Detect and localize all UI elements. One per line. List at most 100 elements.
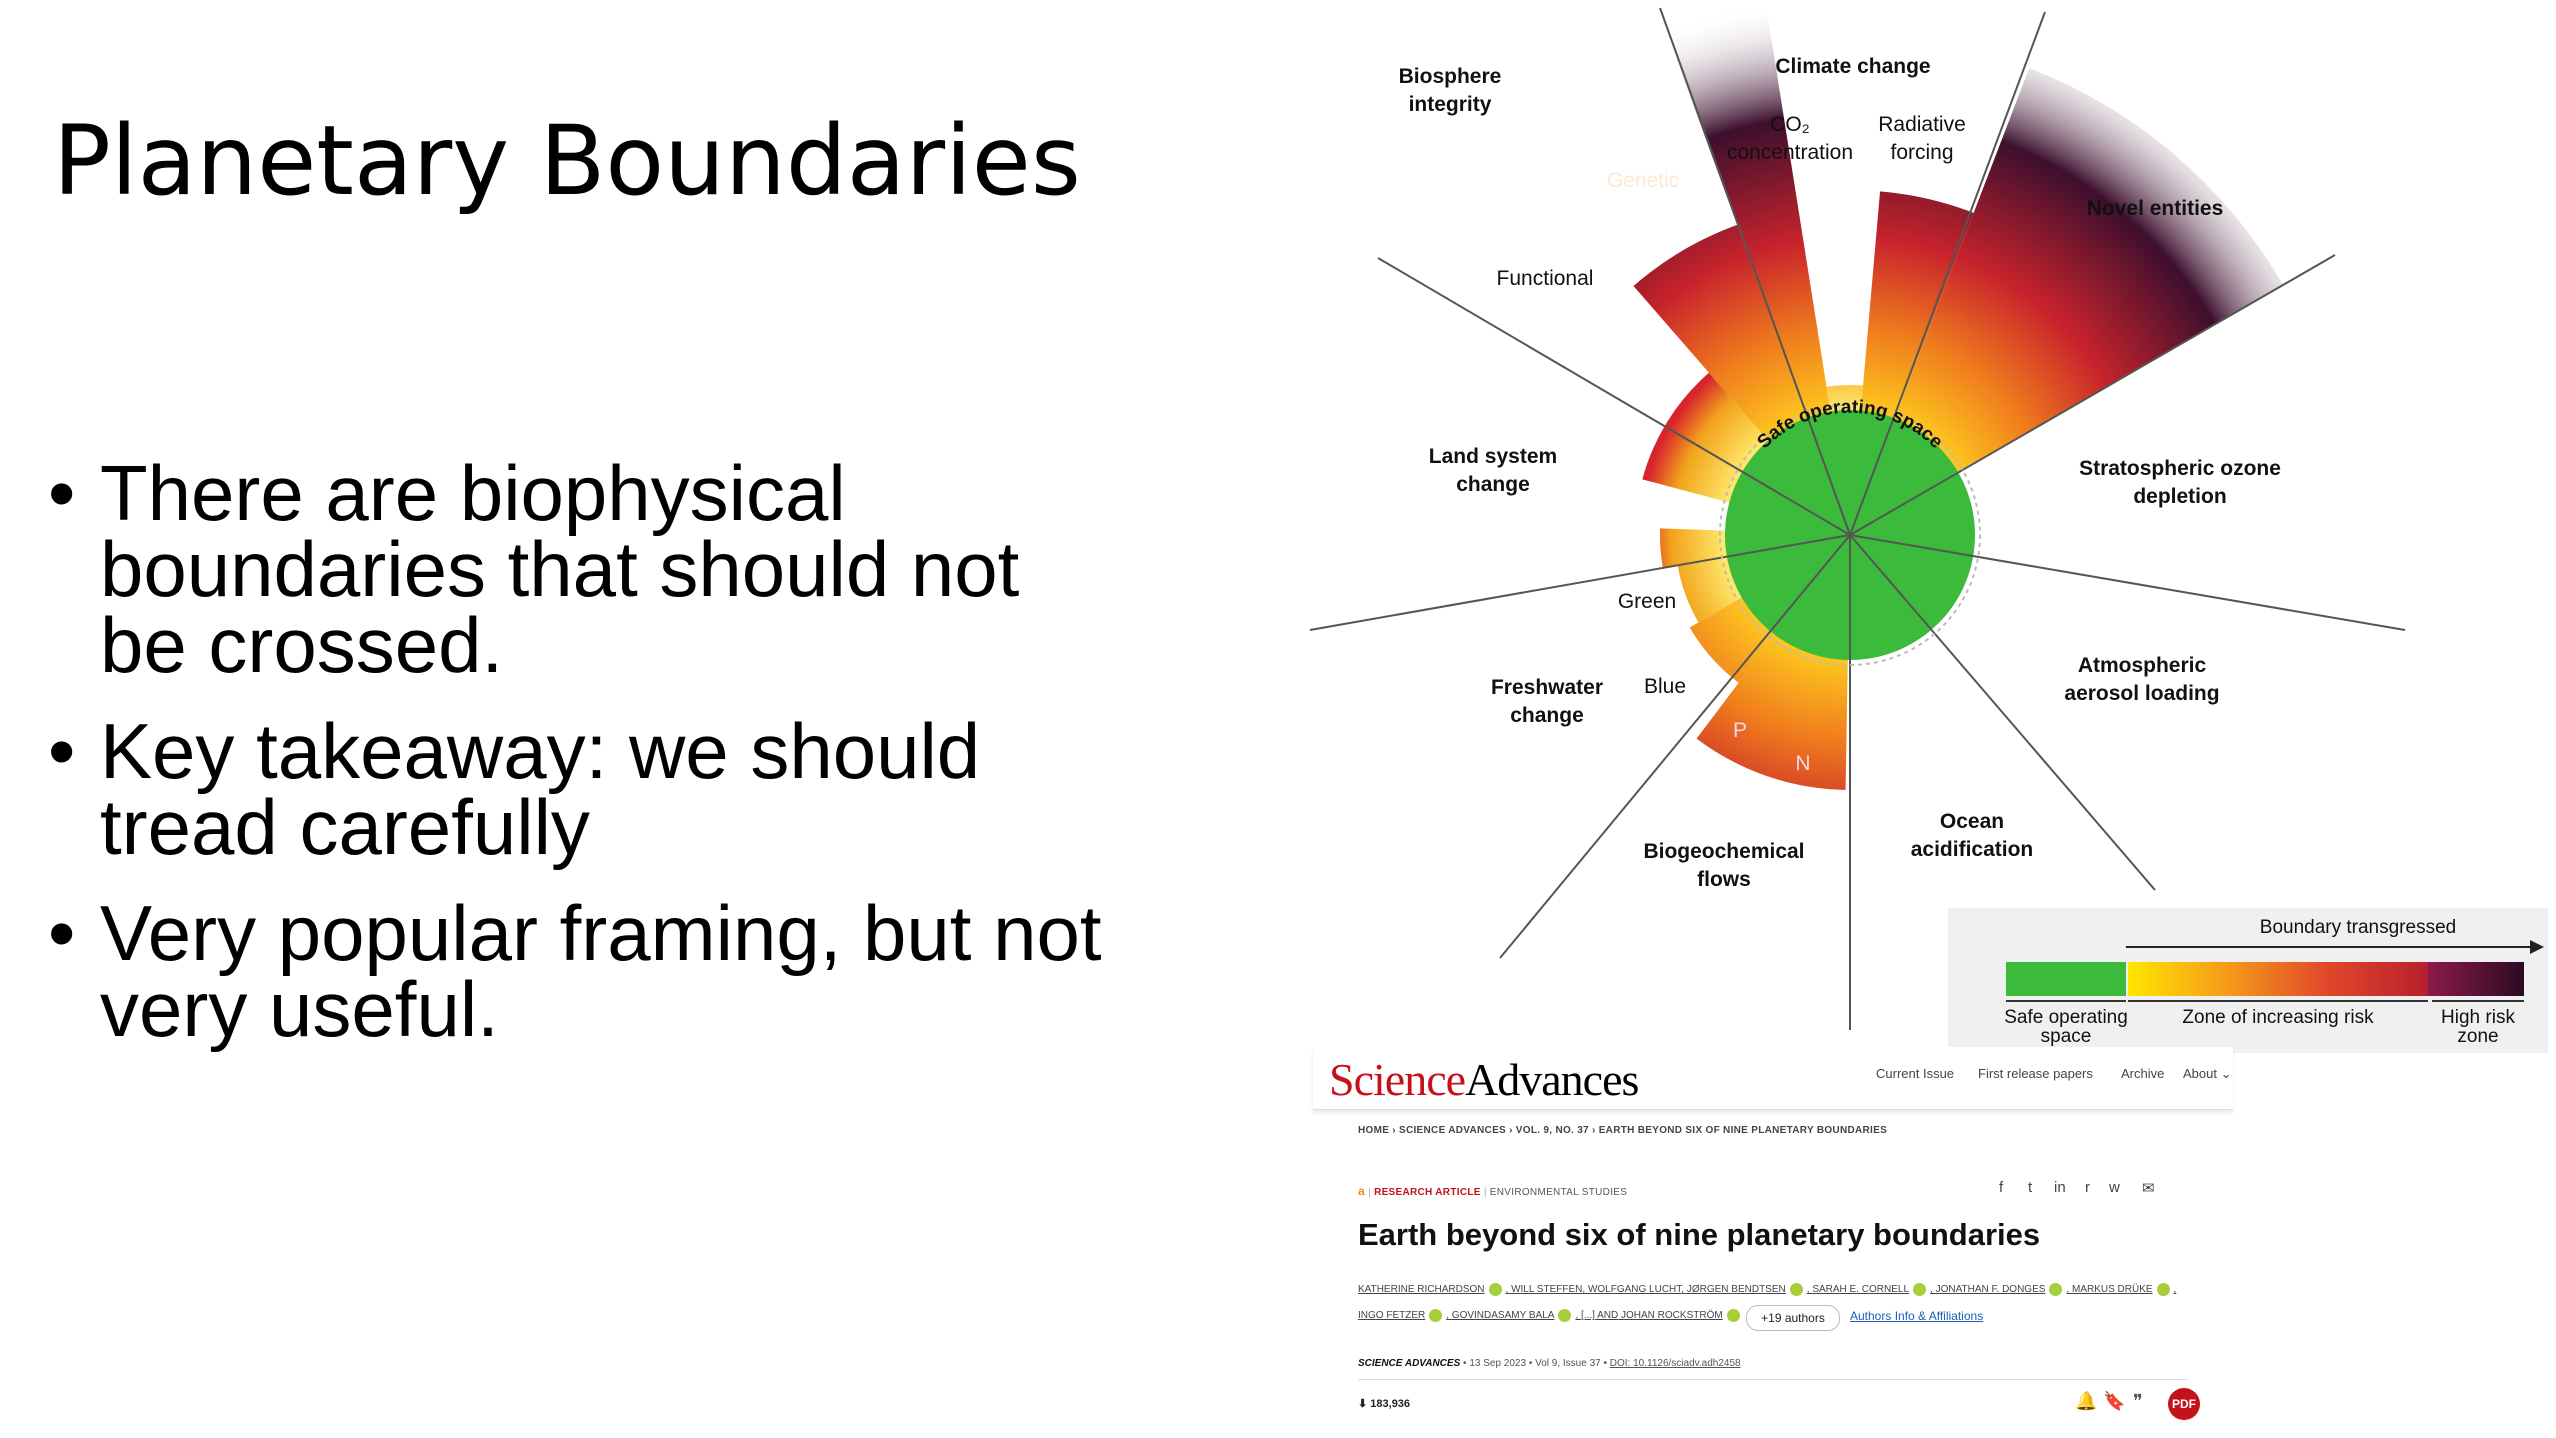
- bullet-dot: •: [48, 707, 76, 795]
- logo-science: Science: [1329, 1054, 1466, 1105]
- facebook-icon[interactable]: f: [1999, 1179, 2004, 1196]
- nav-about[interactable]: About ⌄: [2183, 1066, 2232, 1081]
- nav-current-issue[interactable]: Current Issue: [1876, 1066, 1955, 1081]
- legend-safe-bar: [2006, 962, 2126, 996]
- label-climate: Climate change: [1775, 55, 1930, 78]
- breadcrumb[interactable]: HOME › SCIENCE ADVANCES › VOL. 9, NO. 37…: [1358, 1125, 1888, 1136]
- author-link[interactable]: SARAH E. CORNELL: [1812, 1284, 1910, 1296]
- legend-tick: [2432, 1000, 2524, 1002]
- open-access-icon: a: [1358, 1184, 1365, 1198]
- label-biogeo-2: flows: [1697, 868, 1751, 891]
- divider-line: [1309, 534, 1851, 631]
- bullet-text: Key takeaway: we should tread carefully: [100, 707, 981, 871]
- pdf-button[interactable]: PDF: [2168, 1388, 2200, 1420]
- legend-high-bar: [2428, 962, 2524, 996]
- divider-line: [1659, 7, 1851, 536]
- author-link[interactable]: KATHERINE RICHARDSON: [1358, 1284, 1485, 1296]
- label-co2-2: concentration: [1727, 141, 1853, 164]
- legend-tick: [2128, 1000, 2428, 1002]
- article-screenshot: ScienceAdvances Current Issue First rele…: [1313, 1047, 2233, 1438]
- more-authors-button[interactable]: +19 authors: [1746, 1305, 1840, 1331]
- nav-archive[interactable]: Archive: [2121, 1066, 2165, 1081]
- bullet-list: • There are biophysical boundaries that s…: [48, 454, 1108, 1077]
- divider-line: [1849, 254, 2336, 536]
- author-link[interactable]: GOVINDASAMY BALA: [1451, 1310, 1555, 1322]
- orcid-icon[interactable]: [2049, 1283, 2063, 1296]
- bullet-item: • There are biophysical boundaries that s…: [48, 454, 1108, 684]
- orcid-icon[interactable]: [1789, 1283, 1803, 1296]
- volume-issue[interactable]: Vol 9, Issue 37: [1535, 1358, 1601, 1369]
- label-biosphere-1: Biosphere: [1399, 65, 1502, 88]
- divider-line: [1377, 257, 1851, 536]
- wechat-icon[interactable]: w: [2109, 1179, 2120, 1196]
- cite-icon[interactable]: ❞: [2133, 1391, 2143, 1411]
- author-link[interactable]: WOLFGANG LUCHT: [1587, 1284, 1682, 1296]
- bookmark-icon[interactable]: 🔖: [2103, 1391, 2126, 1411]
- label-co2-1: CO₂: [1770, 113, 1810, 136]
- affiliations-link[interactable]: Authors Info & Affiliations: [1850, 1309, 1984, 1323]
- label-genetic: Genetic: [1607, 169, 1679, 192]
- legend-safe-label: Safe operating space: [2004, 1007, 2128, 1047]
- author-link[interactable]: MARKUS DRÜKE: [2071, 1284, 2153, 1296]
- label-freshwater-1: Freshwater: [1491, 676, 1603, 699]
- label-land-1: Land system: [1429, 445, 1557, 468]
- author-link[interactable]: JØRGEN BENDTSEN: [1686, 1284, 1786, 1296]
- label-green: Green: [1618, 590, 1676, 613]
- label-ozone-1: Stratospheric ozone: [2079, 457, 2281, 480]
- label-novel: Novel entities: [2087, 197, 2224, 220]
- label-ocean-1: Ocean: [1940, 810, 2004, 833]
- label-aerosol-2: aerosol loading: [2064, 682, 2219, 705]
- legend-arrow-label: Boundary transgressed: [2259, 917, 2457, 938]
- label-radiative-1: Radiative: [1878, 113, 1966, 136]
- article-subject[interactable]: ENVIRONMENTAL STUDIES: [1489, 1187, 1628, 1198]
- legend-high-label: High risk zone: [2441, 1007, 2515, 1047]
- orcid-icon[interactable]: [1726, 1309, 1740, 1322]
- legend-risk-label: Zone of increasing risk: [2182, 1007, 2374, 1028]
- label-functional: Functional: [1497, 267, 1594, 290]
- orcid-icon[interactable]: [1488, 1283, 1502, 1296]
- bullet-dot: •: [48, 889, 76, 977]
- label-p: P: [1733, 719, 1747, 742]
- bullet-text: There are biophysical boundaries that sh…: [100, 449, 1020, 689]
- wedge-novel-entities: [1850, 68, 2284, 536]
- nav-first-release[interactable]: First release papers: [1978, 1066, 2093, 1081]
- bullet-text: Very popular framing, but not very usefu…: [100, 889, 1102, 1053]
- sector-divider-lines: [1309, 7, 2406, 1030]
- author-list-line-1: KATHERINE RICHARDSON, WILL STEFFEN, WOLF…: [1358, 1283, 2177, 1296]
- boundary-circle: [1719, 404, 1981, 666]
- planetary-boundaries-diagram: Safe operating space Biosphere integrity…: [1309, 0, 2406, 1030]
- article-type: RESEARCH ARTICLE: [1374, 1187, 1481, 1198]
- bell-icon[interactable]: 🔔: [2075, 1391, 2098, 1411]
- divider-line: [1849, 534, 2406, 631]
- article-tags: a | RESEARCH ARTICLE | ENVIRONMENTAL STU…: [1358, 1184, 1628, 1198]
- label-ocean-2: acidification: [1911, 838, 2034, 861]
- label-ozone-2: depletion: [2133, 485, 2226, 508]
- label-n: N: [1795, 752, 1810, 775]
- view-count: ⬇ 183,936: [1358, 1397, 1410, 1410]
- orcid-icon[interactable]: [2156, 1283, 2170, 1296]
- article-meta: SCIENCE ADVANCES • 13 Sep 2023 • Vol 9, …: [1358, 1358, 1741, 1369]
- reddit-icon[interactable]: r: [2085, 1179, 2090, 1196]
- divider-line: [1849, 11, 2046, 536]
- article-header: ScienceAdvances Current Issue First rele…: [1313, 1047, 2233, 1110]
- legend-tick: [2006, 1000, 2126, 1002]
- twitter-icon[interactable]: t: [2028, 1179, 2033, 1196]
- orcid-icon[interactable]: [1913, 1283, 1927, 1296]
- label-biosphere-2: integrity: [1409, 93, 1492, 116]
- author-link[interactable]: JONATHAN F. DONGES: [1935, 1284, 2046, 1296]
- author-link[interactable]: JOHAN ROCKSTRÖM: [1621, 1310, 1723, 1322]
- doi-link[interactable]: DOI: 10.1126/sciadv.adh2458: [1609, 1358, 1741, 1369]
- journal-name: SCIENCE ADVANCES: [1358, 1358, 1461, 1369]
- pub-date: 13 Sep 2023: [1469, 1358, 1527, 1369]
- orcid-icon[interactable]: [1558, 1309, 1572, 1322]
- authors-ellipsis: [...] AND: [1581, 1310, 1619, 1322]
- orcid-icon[interactable]: [1429, 1309, 1443, 1322]
- sector-wedges: [1633, 0, 2284, 790]
- email-icon[interactable]: ✉: [2142, 1180, 2155, 1197]
- bullet-item: • Very popular framing, but not very usef…: [48, 889, 1108, 1048]
- linkedin-icon[interactable]: in: [2054, 1179, 2066, 1196]
- author-link[interactable]: WILL STEFFEN: [1511, 1284, 1583, 1296]
- science-advances-logo[interactable]: ScienceAdvances: [1329, 1053, 1639, 1106]
- author-link[interactable]: INGO FETZER: [1358, 1310, 1426, 1322]
- label-land-2: change: [1456, 473, 1530, 496]
